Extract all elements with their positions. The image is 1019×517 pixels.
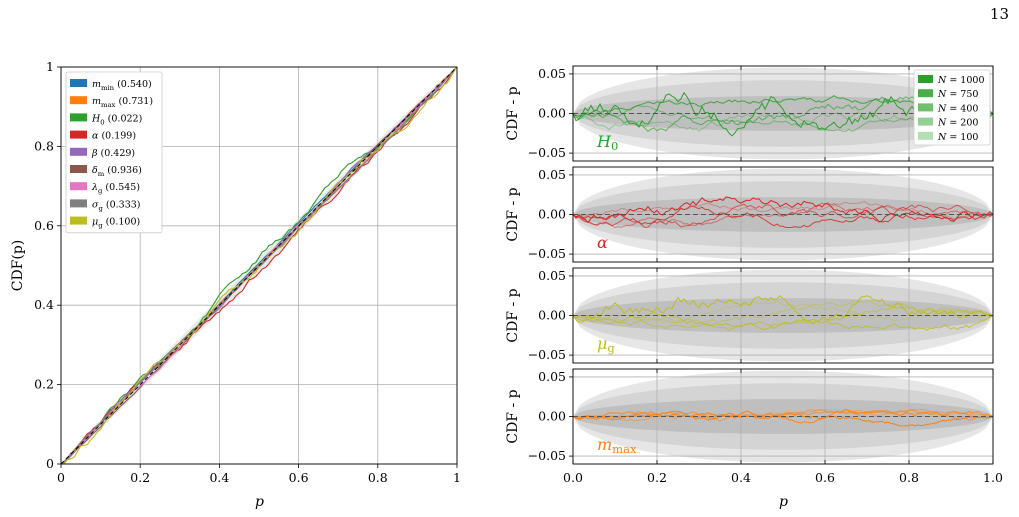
panel-label-alpha: α xyxy=(597,233,608,252)
legend-label-beta: β (0.429) xyxy=(91,148,135,159)
left-plot: 0 0.2 0.4 0.6 0.8 1 0 0.2 0.4 0.6 0.8 1 p CDF(p) mmin … xyxy=(10,59,461,510)
legend-box xyxy=(913,69,991,146)
series-line-N2 xyxy=(572,203,994,229)
legend-swatch-alpha xyxy=(70,130,87,139)
legend-label: N = 750 xyxy=(937,89,978,100)
y-tick-label: 0.00 xyxy=(538,409,566,424)
y-tick-label: 0.8 xyxy=(34,138,54,153)
legend-swatch-delta_m xyxy=(70,165,87,173)
series-line-N2 xyxy=(572,306,994,331)
legend-swatch-sigma_g xyxy=(70,199,87,208)
legend-label-delta_m: δm (0.936) xyxy=(92,165,142,178)
y-tick-label: 0.05 xyxy=(538,66,566,81)
legend-label-lambda_g: λg (0.545) xyxy=(91,182,140,195)
subplot-mu_g: −0.05 0.00 0.05 CDF - p μg xyxy=(505,267,994,364)
x-tick-label: 1.0 xyxy=(983,470,1003,485)
y-tick-label: −0.05 xyxy=(528,145,566,160)
y-axis-label: CDF - p xyxy=(505,288,521,342)
x-axis-label: p xyxy=(779,494,788,510)
legend-swatch-m_min xyxy=(70,79,87,87)
y-tick-label: −0.05 xyxy=(528,347,566,362)
legend-label-sigma_g: σg (0.333) xyxy=(92,199,141,212)
legend-label-H0: H0 (0.022) xyxy=(91,113,142,126)
y-tick-label: 0 xyxy=(46,456,54,471)
y-tick-label: 0.2 xyxy=(34,377,54,392)
axes-frame xyxy=(572,65,994,162)
legend-swatch-lambda_g xyxy=(70,182,87,191)
x-axis-label-text: p xyxy=(255,494,264,510)
y-tick-label: 0.00 xyxy=(538,106,566,121)
x-tick-label: 0.6 xyxy=(289,470,309,485)
y-tick-label: −0.05 xyxy=(528,246,566,261)
legend-label: N = 1000 xyxy=(937,75,985,86)
legend-label: N = 200 xyxy=(937,118,978,129)
x-tick-label: 0.4 xyxy=(731,470,751,485)
x-tick-label: 0.2 xyxy=(130,470,150,485)
legend-label-mu_g: μg (0.100) xyxy=(92,217,140,230)
y-axis-label: CDF - p xyxy=(505,86,521,140)
series-line-N1 xyxy=(572,205,994,229)
x-tick-label: 0.4 xyxy=(209,470,229,485)
series-line-N2 xyxy=(572,408,994,421)
page-number: 13 xyxy=(989,5,1009,23)
y-axis-label: CDF - p xyxy=(505,187,521,241)
axes-frame xyxy=(572,267,994,364)
y-axis-label: CDF(p) xyxy=(10,240,26,292)
legend-label-alpha: α (0.199) xyxy=(92,131,136,142)
legend-swatch-beta xyxy=(70,147,87,156)
subplot-alpha: −0.05 0.00 0.05 CDF - p α xyxy=(505,166,994,263)
y-tick-label: 0.05 xyxy=(538,167,566,182)
legend-swatch xyxy=(918,89,933,98)
series-line-N4 xyxy=(572,408,994,418)
series-line-N3 xyxy=(572,300,994,324)
subplot-m_max: −0.05 0.00 0.05 CDF - p mmax xyxy=(505,368,994,465)
y-tick-label: 0.05 xyxy=(538,369,566,384)
legend-swatch xyxy=(918,75,933,83)
legend-swatch-H0 xyxy=(70,113,87,122)
legend-label: N = 400 xyxy=(937,103,978,114)
diagonal-reference xyxy=(60,66,458,465)
x-tick-label: 0 xyxy=(57,470,65,485)
legend-box xyxy=(65,71,163,234)
legend-label: N = 100 xyxy=(937,132,978,143)
axes-frame xyxy=(572,166,994,263)
x-tick-label: 0.8 xyxy=(368,470,388,485)
y-tick-label: 1 xyxy=(46,59,54,74)
y-tick-label: 0.00 xyxy=(538,308,566,323)
series-line-N0 xyxy=(572,295,994,325)
y-tick-label: −0.05 xyxy=(528,448,566,463)
legend-right: N = 1000 N = 750 N = 400 N = 200 N = 100 xyxy=(913,69,991,146)
y-axis-label: CDF - p xyxy=(505,389,521,443)
series-line-N3 xyxy=(572,408,994,422)
x-tick-label: 1 xyxy=(453,470,461,485)
y-tick-label: 0.6 xyxy=(34,218,54,233)
legend-swatch xyxy=(918,117,933,126)
legend-label-m_max: mmax (0.731) xyxy=(92,96,153,109)
y-tick-label: 0.05 xyxy=(538,268,566,283)
y-tick-label: 0.4 xyxy=(34,297,54,312)
panel-label-m_max: mmax xyxy=(597,435,637,456)
x-tick-label: 0.8 xyxy=(899,470,919,485)
axes-frame xyxy=(60,66,458,465)
y-tick-label: 0.00 xyxy=(538,207,566,222)
series-line-N4 xyxy=(572,300,994,323)
legend-label-m_min: mmin (0.540) xyxy=(92,79,152,92)
x-tick-label: 0.6 xyxy=(815,470,835,485)
x-tick-label: 0.0 xyxy=(563,470,583,485)
x-tick-label: 0.2 xyxy=(647,470,667,485)
axes-frame xyxy=(572,368,994,465)
legend-swatch-m_max xyxy=(70,96,87,105)
legend: mmin (0.540) mmax (0.731) H0 (0.022) α (0.1… xyxy=(65,71,163,234)
series-line-N0 xyxy=(572,410,994,427)
legend-swatch xyxy=(918,103,933,112)
legend-swatch-mu_g xyxy=(70,216,87,225)
panel-label-mu_g: μg xyxy=(597,334,615,355)
legend-swatch xyxy=(918,131,933,140)
panel-label-H0: H0 xyxy=(596,132,618,153)
series-line-N4 xyxy=(572,200,994,220)
